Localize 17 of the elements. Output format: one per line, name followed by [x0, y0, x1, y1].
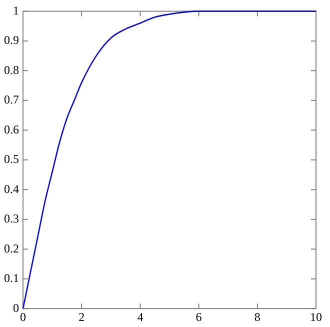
y-tick-label: 0.3	[4, 212, 19, 226]
y-tick-label: 0.6	[4, 122, 19, 136]
x-tick-label: 2	[78, 310, 85, 324]
y-tick-label: 0.2	[4, 241, 19, 256]
line-series	[22, 10, 317, 310]
x-tick-label: 8	[254, 310, 260, 324]
x-tick-label: 6	[196, 310, 202, 324]
y-tick-label: 0	[13, 300, 19, 315]
y-tick-label: 0.8	[4, 62, 19, 77]
x-tick-label: 4	[137, 310, 144, 324]
y-tick-label: 0.9	[4, 33, 19, 48]
x-tick-label: 10	[310, 310, 322, 324]
y-tick-label: 0.7	[4, 92, 19, 107]
y-tick-label: 1	[13, 3, 19, 18]
y-tick-label: 0.5	[4, 152, 19, 166]
y-tick-label: 0.1	[4, 271, 19, 286]
y-tick-label: 0.4	[4, 182, 19, 196]
